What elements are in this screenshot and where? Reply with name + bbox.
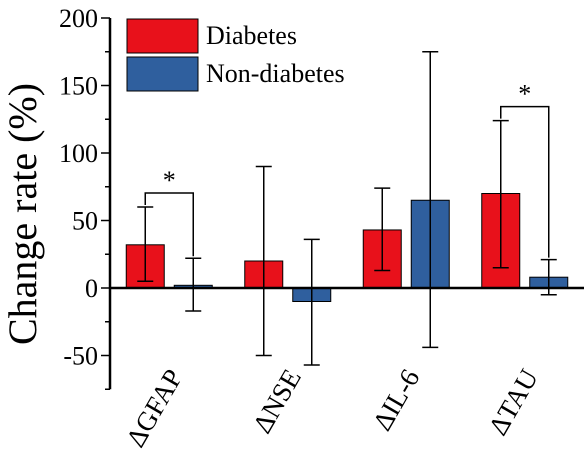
legend-label-diabetes: Diabetes — [206, 21, 297, 50]
significance-star-gfap: * — [163, 166, 176, 195]
y-tick-label-50: -50 — [63, 342, 98, 371]
legend-swatch-non-diabetes — [126, 56, 199, 92]
significance-bracket-tau — [500, 105, 550, 258]
legend: Diabetes Non-diabetes — [126, 18, 345, 92]
y-tick-label-0: 0 — [85, 274, 98, 303]
bars-layer — [125, 193, 569, 302]
y-tick-label-100: 100 — [59, 139, 98, 168]
x-tick-label-il-6: ΔIL-6 — [367, 364, 426, 436]
significance-layer: ** — [144, 80, 550, 258]
legend-label-non-diabetes: Non-diabetes — [206, 59, 345, 88]
significance-bracket-gfap — [144, 192, 194, 257]
y-axis-title: Change rate (%) — [0, 83, 45, 345]
significance-star-tau: * — [518, 80, 531, 109]
y-tick-label-150: 150 — [59, 72, 98, 101]
y-tick-label-200: 200 — [59, 4, 98, 33]
x-tick-label-nse: ΔNSE — [247, 364, 307, 438]
y-tick-label-50: 50 — [72, 207, 98, 236]
legend-swatch-diabetes — [126, 18, 199, 54]
x-tick-label-gfap: ΔGFAP — [120, 364, 188, 452]
x-tick-label-tau: ΔTAU — [483, 364, 544, 440]
error-bars-layer — [137, 51, 557, 366]
